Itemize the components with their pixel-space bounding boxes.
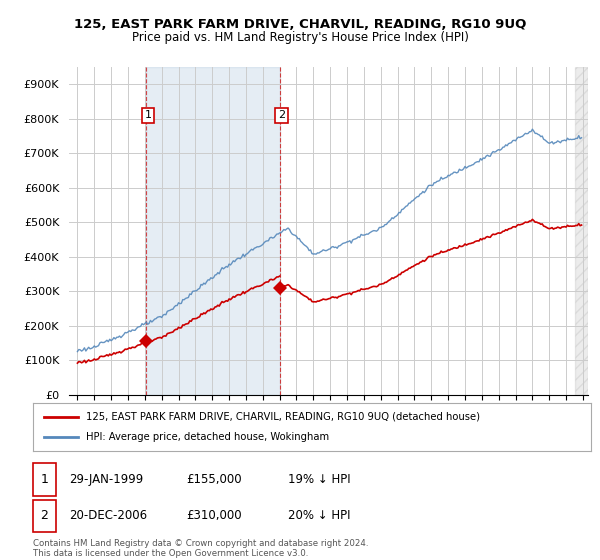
Text: 2: 2	[40, 509, 49, 522]
Text: £155,000: £155,000	[186, 473, 242, 486]
Text: Price paid vs. HM Land Registry's House Price Index (HPI): Price paid vs. HM Land Registry's House …	[131, 31, 469, 44]
Text: 1: 1	[40, 473, 49, 486]
Text: Contains HM Land Registry data © Crown copyright and database right 2024.
This d: Contains HM Land Registry data © Crown c…	[33, 539, 368, 558]
Bar	[575, 67, 588, 395]
Text: 125, EAST PARK FARM DRIVE, CHARVIL, READING, RG10 9UQ (detached house): 125, EAST PARK FARM DRIVE, CHARVIL, READ…	[86, 412, 480, 422]
Text: 1: 1	[145, 110, 151, 120]
Text: HPI: Average price, detached house, Wokingham: HPI: Average price, detached house, Woki…	[86, 432, 329, 442]
Text: 19% ↓ HPI: 19% ↓ HPI	[288, 473, 350, 486]
Text: £310,000: £310,000	[186, 509, 242, 522]
Text: 125, EAST PARK FARM DRIVE, CHARVIL, READING, RG10 9UQ: 125, EAST PARK FARM DRIVE, CHARVIL, READ…	[74, 18, 526, 31]
Text: 20-DEC-2006: 20-DEC-2006	[69, 509, 147, 522]
Text: 20% ↓ HPI: 20% ↓ HPI	[288, 509, 350, 522]
Text: 2: 2	[278, 110, 285, 120]
Text: 29-JAN-1999: 29-JAN-1999	[69, 473, 143, 486]
Bar	[146, 67, 280, 395]
